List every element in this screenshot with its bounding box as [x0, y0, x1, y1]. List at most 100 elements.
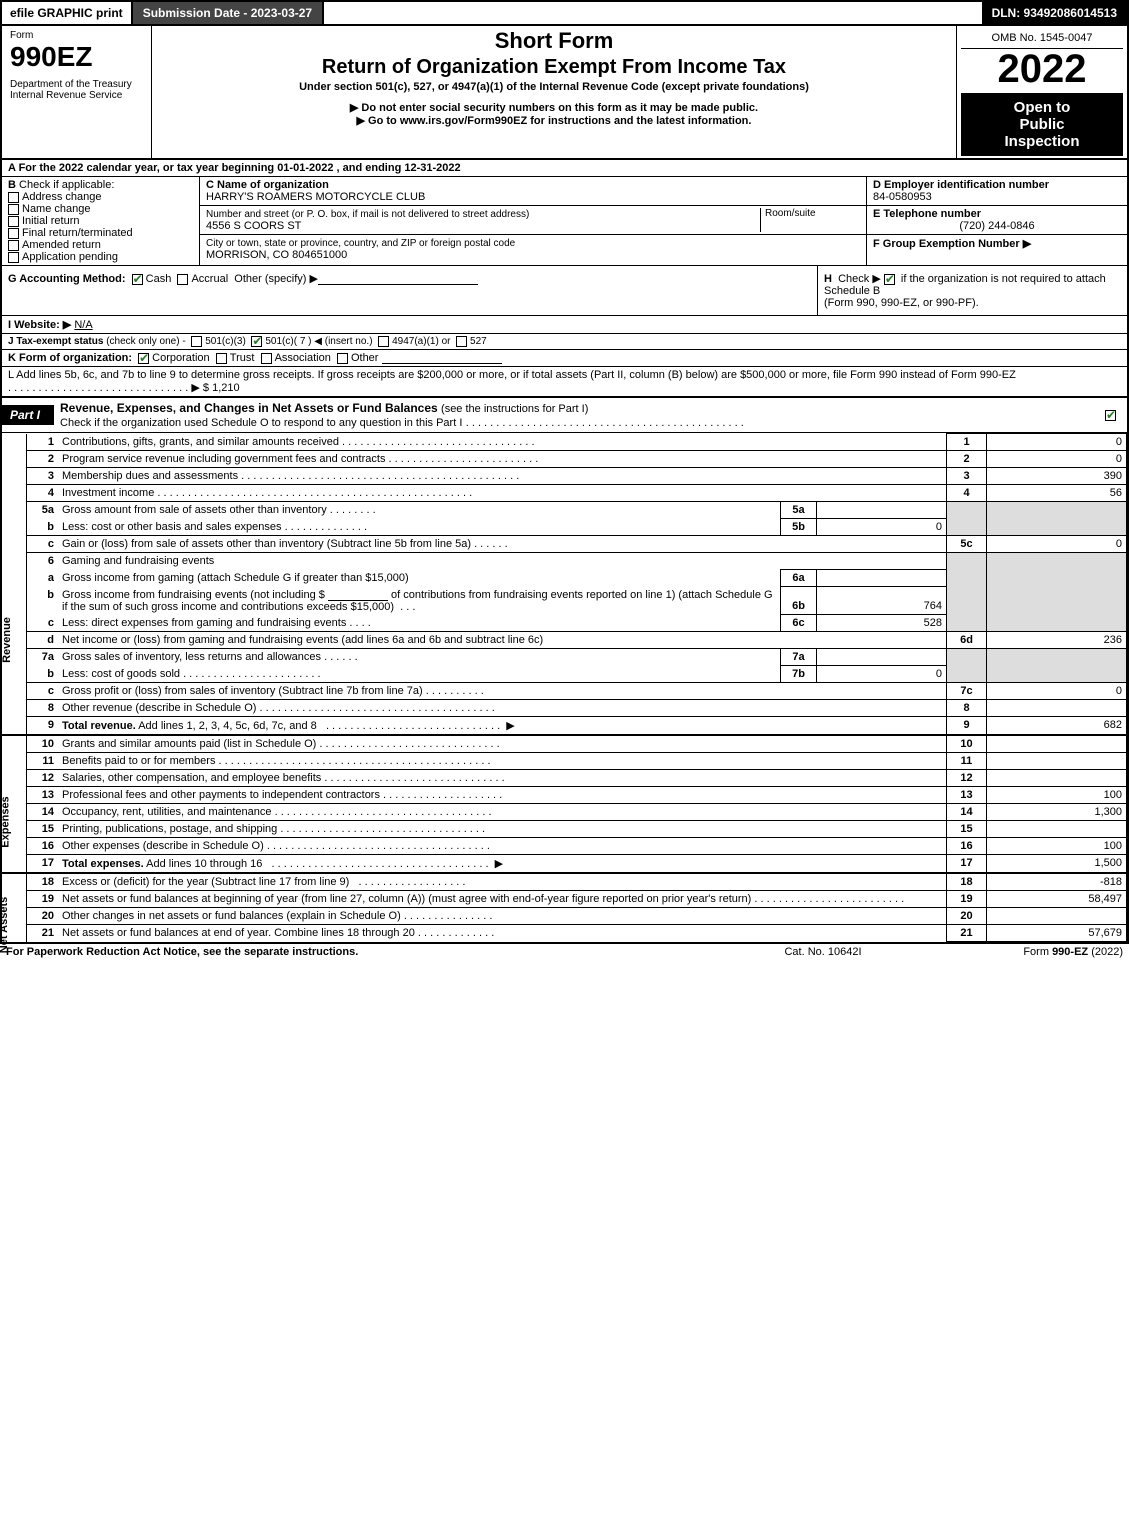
checkbox-name-change[interactable] — [8, 204, 19, 215]
col-g: G Accounting Method: Cash Accrual Other … — [2, 266, 817, 315]
f-label: F Group Exemption Number ▶ — [873, 238, 1031, 250]
part-i-title: Revenue, Expenses, and Changes in Net As… — [54, 398, 1105, 432]
lno-20: 20 — [26, 908, 58, 925]
checkbox-other-org[interactable] — [337, 353, 348, 364]
lno-4: 4 — [26, 485, 58, 502]
line-6b-blank[interactable] — [328, 589, 388, 601]
grayval-6abc — [987, 553, 1127, 632]
box-17: 17 — [947, 855, 987, 874]
checkbox-part-i-schedo[interactable] — [1105, 410, 1116, 421]
sidetab-revenue: Revenue — [2, 434, 26, 736]
sidetab-revenue-label: Revenue — [1, 617, 13, 663]
lno-16: 16 — [26, 838, 58, 855]
checkbox-501c3[interactable] — [191, 336, 202, 347]
checkbox-527[interactable] — [456, 336, 467, 347]
phone-value: (720) 244-0846 — [873, 220, 1121, 232]
checkbox-h-not-required[interactable] — [884, 274, 895, 285]
e-label: E Telephone number — [873, 208, 981, 220]
header-center: Short Form Return of Organization Exempt… — [152, 26, 957, 158]
desc-14: Occupancy, rent, utilities, and maintena… — [62, 806, 272, 818]
checkbox-final-return[interactable] — [8, 228, 19, 239]
val-16: 100 — [987, 838, 1127, 855]
checkbox-accrual[interactable] — [177, 274, 188, 285]
box-20: 20 — [947, 908, 987, 925]
section-i: I Website: ▶ N/A — [2, 316, 1127, 334]
box-19: 19 — [947, 891, 987, 908]
subbox-7a: 7a — [781, 649, 817, 666]
bullet-ssn: ▶ Do not enter social security numbers o… — [160, 101, 948, 114]
form-number: 990EZ — [10, 41, 143, 73]
footer-right-pre: Form — [1023, 946, 1052, 958]
desc-8: Other revenue (describe in Schedule O) — [62, 702, 256, 714]
val-17: 1,500 — [987, 855, 1127, 874]
checkbox-501c[interactable] — [251, 336, 262, 347]
arrow-9: ▶ — [506, 720, 514, 732]
l-arrow: ▶ $ — [191, 382, 209, 394]
sidetab-netassets: Net Assets — [2, 873, 26, 942]
bullet-goto[interactable]: ▶ Go to www.irs.gov/Form990EZ for instru… — [160, 114, 948, 127]
lno-21: 21 — [26, 925, 58, 942]
box-5c: 5c — [947, 536, 987, 553]
lno-17: 17 — [26, 855, 58, 874]
box-12: 12 — [947, 770, 987, 787]
lno-11: 11 — [26, 753, 58, 770]
checkbox-4947[interactable] — [378, 336, 389, 347]
lno-6a: a — [26, 570, 58, 587]
subbox-6b: 6b — [781, 587, 817, 615]
dln-label: DLN: 93492086014513 — [982, 2, 1127, 24]
other-specify-input[interactable] — [318, 273, 478, 285]
checkbox-address-change[interactable] — [8, 192, 19, 203]
checkbox-initial-return[interactable] — [8, 216, 19, 227]
k-label: K Form of organization: — [8, 352, 132, 364]
org-name: HARRY'S ROAMERS MOTORCYCLE CLUB — [206, 191, 425, 203]
lbl-app-pending: Application pending — [22, 251, 118, 263]
box-13: 13 — [947, 787, 987, 804]
desc-21: Net assets or fund balances at end of ye… — [62, 927, 415, 939]
subval-6a — [817, 570, 947, 587]
lbl-assoc: Association — [275, 352, 331, 364]
lbl-4947: 4947(a)(1) or — [392, 336, 450, 347]
h-label: H — [824, 273, 832, 285]
l-gross-receipts: 1,210 — [212, 382, 240, 394]
val-10 — [987, 735, 1127, 753]
footer-right-bold: 990-EZ — [1052, 946, 1088, 958]
desc-5b: Less: cost or other basis and sales expe… — [62, 521, 282, 533]
checkbox-trust[interactable] — [216, 353, 227, 364]
lno-6c: c — [26, 615, 58, 632]
omb-number: OMB No. 1545-0047 — [961, 28, 1123, 49]
checkbox-app-pending[interactable] — [8, 252, 19, 263]
checkbox-amended[interactable] — [8, 240, 19, 251]
lno-2: 2 — [26, 451, 58, 468]
j-label: J Tax-exempt status — [8, 336, 103, 347]
val-8 — [987, 700, 1127, 717]
l-text: L Add lines 5b, 6c, and 7b to line 9 to … — [8, 369, 1016, 381]
desc-6b-1: Gross income from fundraising events (no… — [62, 589, 325, 601]
sidetab-expenses-label: Expenses — [0, 796, 12, 847]
col-h: H Check ▶ if the organization is not req… — [817, 266, 1127, 315]
checkbox-corporation[interactable] — [138, 353, 149, 364]
lno-3: 3 — [26, 468, 58, 485]
lbl-501c3: 501(c)(3) — [205, 336, 246, 347]
efile-print-label[interactable]: efile GRAPHIC print — [2, 2, 133, 24]
desc-6a: Gross income from gaming (attach Schedul… — [62, 572, 409, 584]
lno-6: 6 — [26, 553, 58, 570]
grayval-5ab — [987, 502, 1127, 536]
lno-14: 14 — [26, 804, 58, 821]
val-11 — [987, 753, 1127, 770]
val-13: 100 — [987, 787, 1127, 804]
other-org-input[interactable] — [382, 352, 502, 364]
header-right: OMB No. 1545-0047 2022 Open to Public In… — [957, 26, 1127, 158]
val-18: -818 — [987, 873, 1127, 891]
subval-6b: 764 — [817, 587, 947, 615]
checkbox-cash[interactable] — [132, 274, 143, 285]
box-18: 18 — [947, 873, 987, 891]
val-9: 682 — [987, 717, 1127, 736]
subtitle: Under section 501(c), 527, or 4947(a)(1)… — [160, 81, 948, 93]
desc-6: Gaming and fundraising events — [58, 553, 947, 570]
c-street-label: Number and street (or P. O. box, if mail… — [206, 209, 529, 220]
val-21: 57,679 — [987, 925, 1127, 942]
header-left: Form 990EZ Department of the Treasury In… — [2, 26, 152, 158]
checkbox-association[interactable] — [261, 353, 272, 364]
box-6d: 6d — [947, 632, 987, 649]
desc-5c: Gain or (loss) from sale of assets other… — [62, 538, 471, 550]
